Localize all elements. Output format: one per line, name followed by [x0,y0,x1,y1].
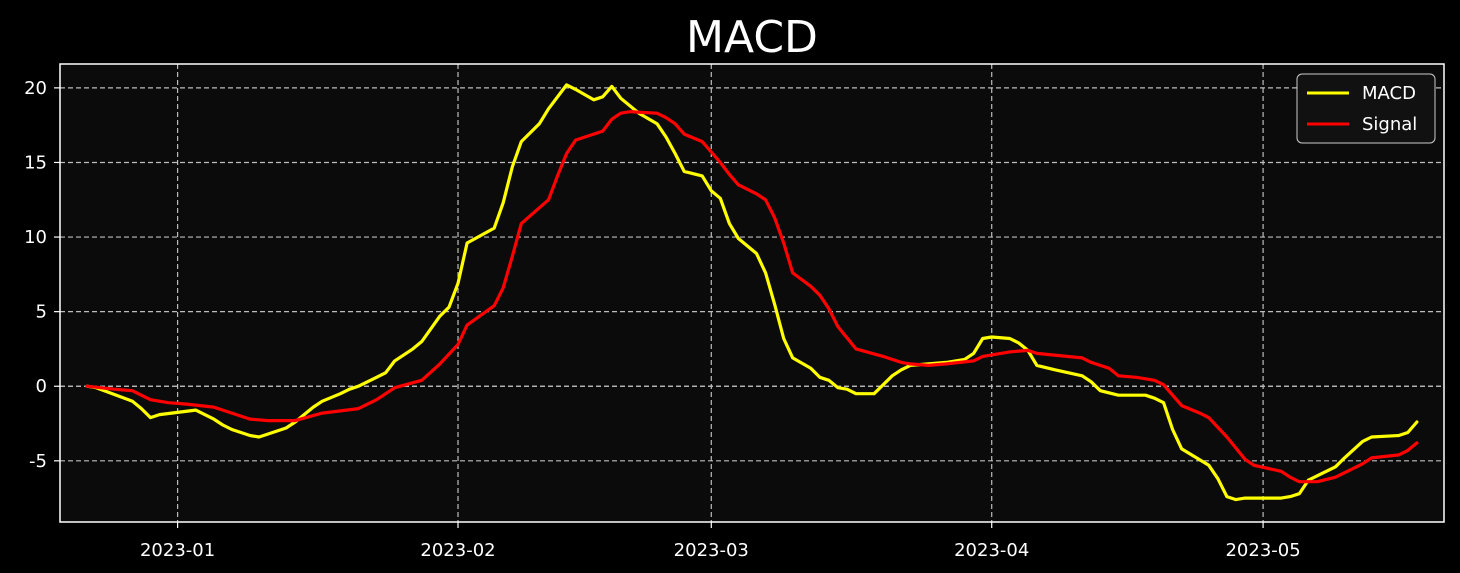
y-tick-label: -5 [29,451,47,472]
axes-frame [59,63,1445,523]
y-axis-ticks: -5 0 5 10 15 20 [24,78,60,472]
legend-label-macd: MACD [1362,83,1416,104]
y-tick-label: 15 [24,152,47,173]
x-tick-label: 2023-05 [1225,540,1300,561]
legend-box [1296,73,1436,144]
series-line-macd [85,83,1419,502]
y-tick-label: 10 [24,227,47,248]
legend: MACD Signal [1296,73,1436,144]
series-line-signal [85,110,1419,484]
x-tick-label: 2023-03 [674,540,749,561]
x-tick-label: 2023-04 [954,540,1029,561]
y-tick-label: 20 [24,78,47,99]
series-lines [85,83,1419,502]
chart-title: MACD [686,12,818,63]
x-tick-label: 2023-02 [420,540,495,561]
x-tick-label: 2023-01 [140,540,215,561]
x-axis-ticks: 2023-01 2023-02 2023-03 2023-04 2023-05 [140,522,1301,561]
y-tick-label: 0 [36,376,47,397]
legend-label-signal: Signal [1362,114,1417,135]
y-tick-label: 5 [36,302,47,323]
plot-area [60,64,1444,522]
